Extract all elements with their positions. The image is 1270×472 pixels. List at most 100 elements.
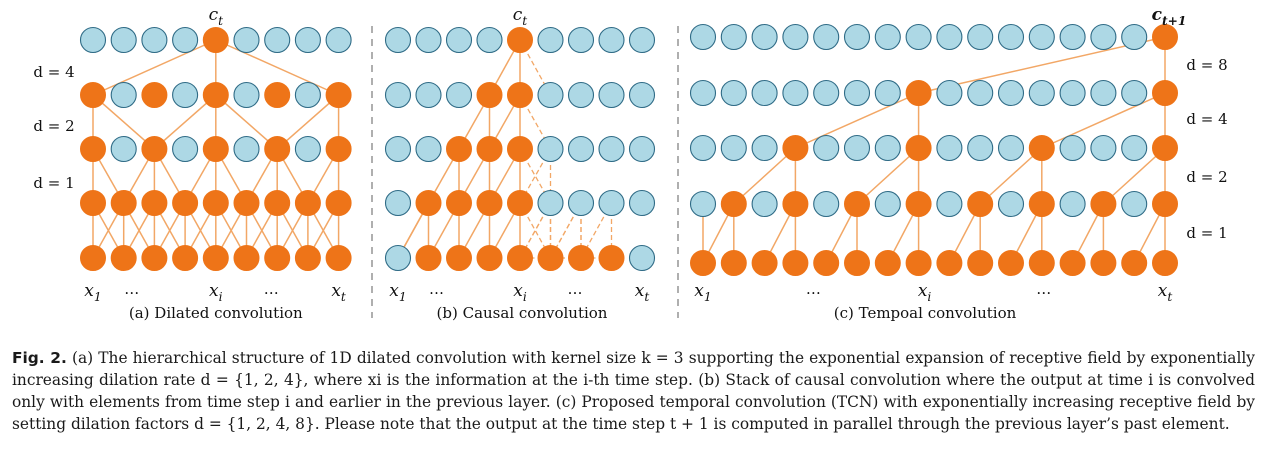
panel-c-active-node bbox=[844, 250, 870, 276]
panel-a-caption: (a) Dilated convolution bbox=[129, 304, 303, 322]
panel-a-active-node bbox=[294, 190, 321, 216]
panel-b-active-node bbox=[537, 245, 564, 271]
panel-a-inactive-node bbox=[233, 135, 260, 163]
panel-c-active-node bbox=[1152, 250, 1178, 276]
panel-c-ellipsis: … bbox=[1036, 280, 1051, 298]
panel-c-inactive-node bbox=[1121, 190, 1148, 218]
panel-b-active-node bbox=[568, 245, 594, 271]
edge-c bbox=[1102, 147, 1166, 205]
panel-a-active-node bbox=[80, 190, 106, 216]
panel-a-active-node bbox=[110, 190, 137, 216]
panel-a-dilation-label: d = 4 bbox=[33, 63, 74, 81]
panel-c-inactive-node bbox=[936, 190, 963, 218]
panel-b-active-node bbox=[507, 82, 533, 108]
panel-c-inactive-node bbox=[1059, 190, 1086, 218]
panel-b-inactive-node bbox=[384, 135, 412, 163]
panel-b-inactive-node bbox=[537, 26, 564, 54]
panel-c-inactive-node bbox=[1121, 79, 1148, 107]
panel-a-input-label: xt bbox=[331, 281, 346, 304]
panel-c-inactive-node bbox=[997, 79, 1025, 107]
panel-a-active-node bbox=[294, 245, 321, 271]
panel-c-active-node bbox=[720, 191, 747, 217]
panel-c-active-node bbox=[1028, 135, 1055, 161]
panel-b-active-node bbox=[446, 136, 472, 162]
panel-c-active-node bbox=[1152, 24, 1178, 50]
panel-a-active-node bbox=[80, 82, 106, 108]
panel-a-inactive-node bbox=[172, 81, 199, 109]
panel-c-active-node bbox=[874, 250, 901, 276]
panel-c-active-node bbox=[782, 250, 809, 276]
edge-c bbox=[1041, 92, 1166, 149]
panel-c-caption: (c) Tempoal convolution bbox=[834, 304, 1017, 322]
panel-c-inactive-node bbox=[1028, 79, 1055, 107]
panel-c-inactive-node bbox=[874, 79, 901, 107]
panel-b-active-node bbox=[598, 245, 625, 271]
panel-b-active-node bbox=[507, 27, 533, 53]
panel-c-active-node bbox=[905, 250, 932, 276]
panel-c-inactive-node bbox=[936, 23, 963, 51]
edge-c bbox=[979, 147, 1043, 205]
panel-c-inactive-node bbox=[874, 23, 901, 51]
panel-c-inactive-node bbox=[1121, 23, 1148, 51]
panel-c-inactive-node bbox=[843, 79, 871, 107]
figure-number: Fig. 2. bbox=[12, 349, 67, 367]
panel-a-inactive-node bbox=[325, 26, 352, 54]
panel-a-inactive-node bbox=[294, 81, 321, 109]
panel-b-inactive-node bbox=[628, 135, 656, 163]
panel-c-inactive-node bbox=[1090, 23, 1117, 51]
panel-b-inactive-node bbox=[415, 26, 442, 54]
panel-c-active-node bbox=[1028, 250, 1055, 276]
panel-c-active-node bbox=[905, 135, 932, 161]
panel-b-ellipsis: … bbox=[429, 280, 444, 298]
edge-a bbox=[153, 94, 217, 150]
panel-b-caption: (b) Causal convolution bbox=[437, 304, 608, 322]
panel-c-inactive-node bbox=[843, 23, 871, 51]
panel-b-active-node bbox=[415, 245, 442, 271]
network-nodes bbox=[79, 23, 1178, 276]
panel-b-inactive-node bbox=[537, 189, 564, 217]
panel-a-active-node bbox=[141, 245, 168, 271]
panel-c-active-node bbox=[936, 250, 963, 276]
panel-b-active-node bbox=[476, 190, 503, 216]
panel-a-inactive-node bbox=[79, 26, 107, 54]
panel-c-inactive-node bbox=[689, 23, 717, 51]
panel-c-inactive-node bbox=[689, 134, 717, 162]
panel-a-active-node bbox=[325, 136, 352, 162]
panel-c-inactive-node bbox=[967, 134, 994, 162]
panel-b-inactive-node bbox=[567, 189, 595, 217]
panel-b-ellipsis: … bbox=[568, 280, 583, 298]
panel-c-input-label: xt bbox=[1158, 281, 1173, 304]
panel-a-active-node bbox=[202, 27, 229, 53]
panel-b-inactive-node bbox=[415, 81, 442, 109]
panel-c-input-label: x1 bbox=[694, 281, 711, 304]
panel-c-inactive-node bbox=[751, 79, 778, 107]
panel-c-active-node bbox=[1090, 250, 1117, 276]
panel-b-inactive-node bbox=[628, 26, 656, 54]
panel-c-active-node bbox=[690, 250, 716, 276]
panel-b-inactive-node bbox=[537, 81, 564, 109]
panel-c-inactive-node bbox=[813, 79, 840, 107]
panel-c-active-node bbox=[1152, 80, 1178, 106]
panel-c-active-node bbox=[905, 80, 932, 106]
panel-b-active-node bbox=[415, 190, 442, 216]
panel-c-output-label: ct+1 bbox=[1152, 5, 1187, 28]
panel-c-inactive-node bbox=[967, 79, 994, 107]
panel-b-inactive-node bbox=[598, 81, 625, 109]
panel-c-inactive-node bbox=[936, 79, 963, 107]
panel-c-inactive-node bbox=[1059, 134, 1086, 162]
panel-a-active-node bbox=[325, 245, 352, 271]
panel-b-inactive-node bbox=[476, 26, 503, 54]
figure-caption-text: (a) The hierarchical structure of 1D dil… bbox=[12, 349, 1255, 433]
panel-a-dilation-label: d = 1 bbox=[33, 174, 74, 192]
edge-a bbox=[276, 94, 340, 150]
panel-b-input-label: x1 bbox=[389, 281, 406, 304]
figure-caption: Fig. 2. (a) The hierarchical structure o… bbox=[12, 347, 1255, 435]
panel-a-input-label: xi bbox=[209, 281, 223, 304]
panel-c-inactive-node bbox=[813, 134, 840, 162]
panel-c-inactive-node bbox=[782, 79, 809, 107]
panel-b-active-node bbox=[507, 136, 533, 162]
panel-c-active-node bbox=[720, 250, 747, 276]
panel-c-inactive-node bbox=[997, 23, 1025, 51]
panel-b-active-node bbox=[507, 190, 533, 216]
panel-a-inactive-node bbox=[110, 26, 137, 54]
